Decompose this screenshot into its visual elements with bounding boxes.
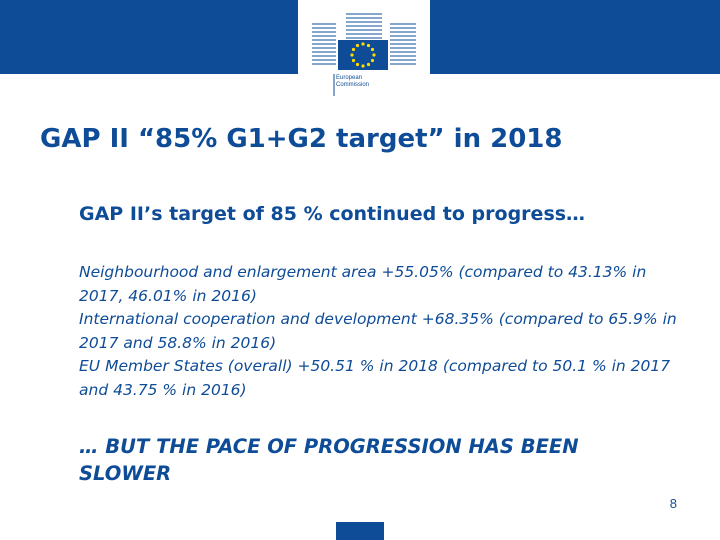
statistics-list: Neighbourhood and enlargement area +55.0… [79,261,679,402]
footer-bar [336,522,384,540]
logo-line-2: Commission [336,82,370,88]
logo-line-1: European [336,75,363,81]
list-item-eu-member-states: EU Member States (overall) +50.51 % in 2… [79,357,671,399]
page-number: 8 [669,496,677,511]
commission-building-icon [312,13,416,96]
list-item-neighbourhood: Neighbourhood and enlargement area +55.0… [79,263,647,305]
eu-stars-icon [350,42,376,68]
list-item-international-cooperation: International cooperation and developmen… [79,310,677,352]
slide-title: GAP II “85% G1+G2 target” in 2018 [40,124,563,154]
conclusion-statement: … BUT THE PACE OF PROGRESSION HAS BEEN S… [79,435,579,485]
european-commission-logo: European Commission [298,0,430,101]
lead-statement: GAP II’s target of 85 % continued to pro… [79,203,586,225]
logo-label: European Commission [336,75,396,89]
